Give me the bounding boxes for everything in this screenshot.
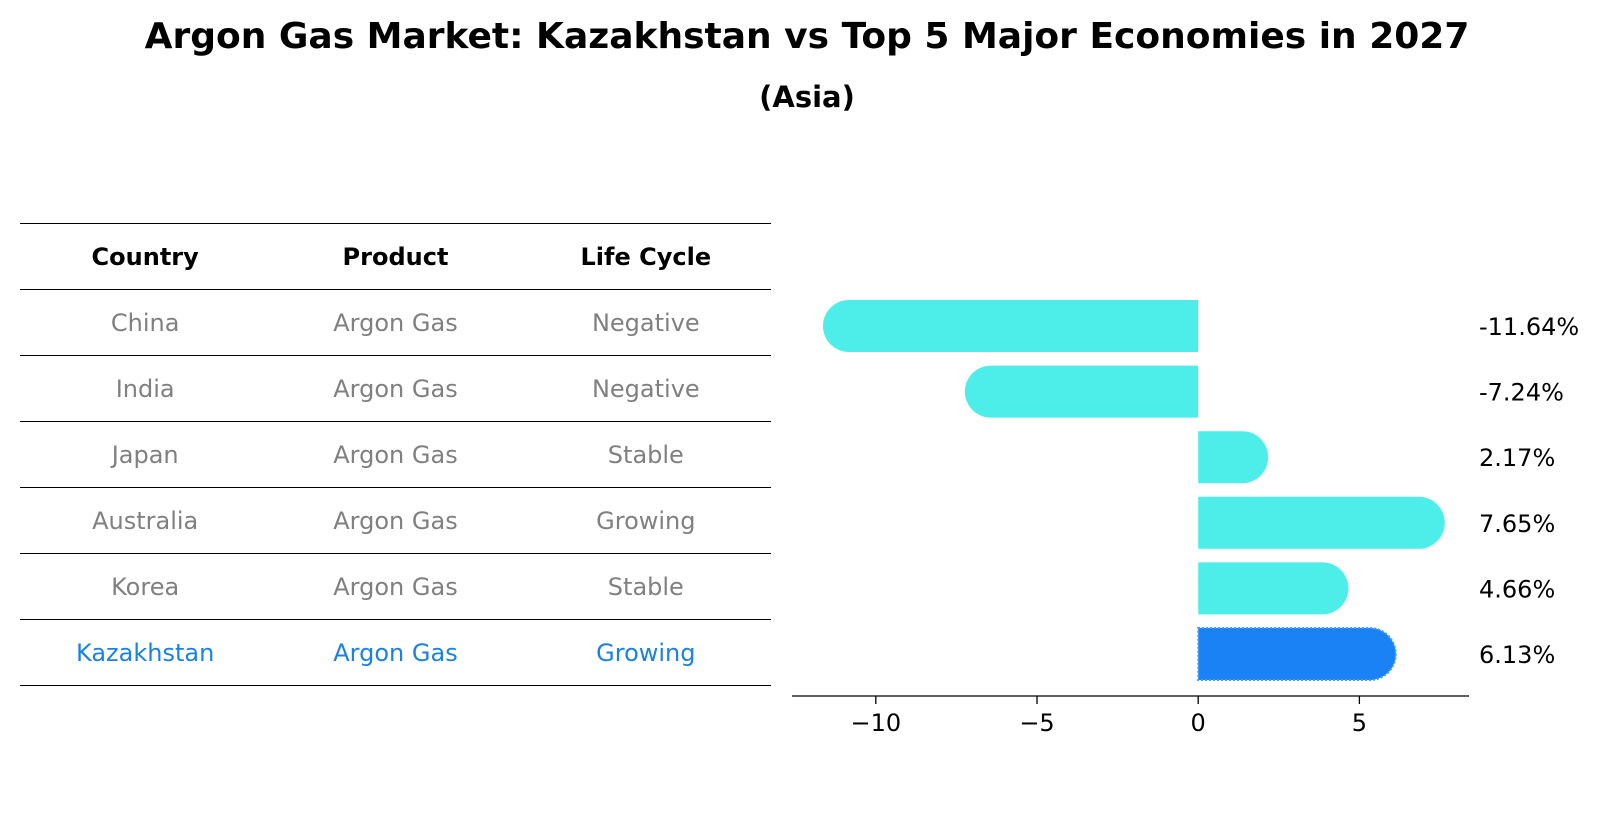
header-life-cycle: Life Cycle [580, 242, 712, 271]
x-tick-label: −10 [850, 709, 901, 737]
table-row: Japan Argon Gas Stable [20, 421, 771, 487]
cell-product: Argon Gas [333, 440, 458, 469]
cell-life-cycle: Stable [607, 572, 684, 601]
table-row: Australia Argon Gas Growing [20, 487, 771, 553]
bar-china [822, 300, 1199, 352]
cell-product: Argon Gas [333, 638, 458, 667]
cell-life-cycle: Growing [596, 506, 696, 535]
cell-life-cycle: Stable [607, 440, 684, 469]
bar-australia [1198, 496, 1445, 549]
table-header-row: Country Product Life Cycle [20, 223, 771, 289]
header-product: Product [342, 242, 449, 271]
x-tick-label: 0 [1191, 709, 1206, 737]
bar-value-label: -7.24% [1479, 379, 1564, 407]
chart-subtitle: (Asia) [759, 80, 855, 114]
chart-title: Argon Gas Market: Kazakhstan vs Top 5 Ma… [144, 16, 1470, 57]
bar-value-label: 6.13% [1479, 641, 1555, 669]
bar-value-label: 7.65% [1479, 510, 1555, 538]
cell-life-cycle: Growing [596, 638, 696, 667]
cell-life-cycle: Negative [591, 308, 700, 337]
cell-product: Argon Gas [333, 308, 458, 337]
table-row: Korea Argon Gas Stable [20, 553, 771, 619]
bar-value-label: -11.64% [1479, 313, 1579, 341]
cell-country: Australia [92, 506, 199, 535]
cell-country: Korea [111, 572, 180, 601]
cell-country: China [110, 308, 180, 337]
table-row: China Argon Gas Negative [20, 289, 771, 355]
bar-value-label: 4.66% [1479, 575, 1555, 603]
cell-product: Argon Gas [333, 506, 458, 535]
cell-country: Japan [111, 440, 179, 469]
cell-country: Kazakhstan [76, 638, 215, 667]
bar-value-label: 2.17% [1479, 444, 1555, 472]
cell-country: India [115, 374, 175, 403]
header-country: Country [91, 242, 199, 271]
bar-kazakhstan [1197, 627, 1397, 681]
bar-india [964, 365, 1199, 418]
bar-japan [1198, 431, 1269, 484]
table-row-highlighted: Kazakhstan Argon Gas Growing [20, 619, 771, 686]
cell-product: Argon Gas [333, 572, 458, 601]
cell-product: Argon Gas [333, 374, 458, 403]
x-tick-label: −5 [1019, 709, 1054, 737]
bar-korea [1198, 562, 1349, 615]
cell-life-cycle: Negative [591, 374, 700, 403]
table-row: India Argon Gas Negative [20, 355, 771, 421]
country-table: Country Product Life Cycle China Argon G… [20, 223, 771, 686]
x-tick-label: 5 [1352, 709, 1367, 737]
